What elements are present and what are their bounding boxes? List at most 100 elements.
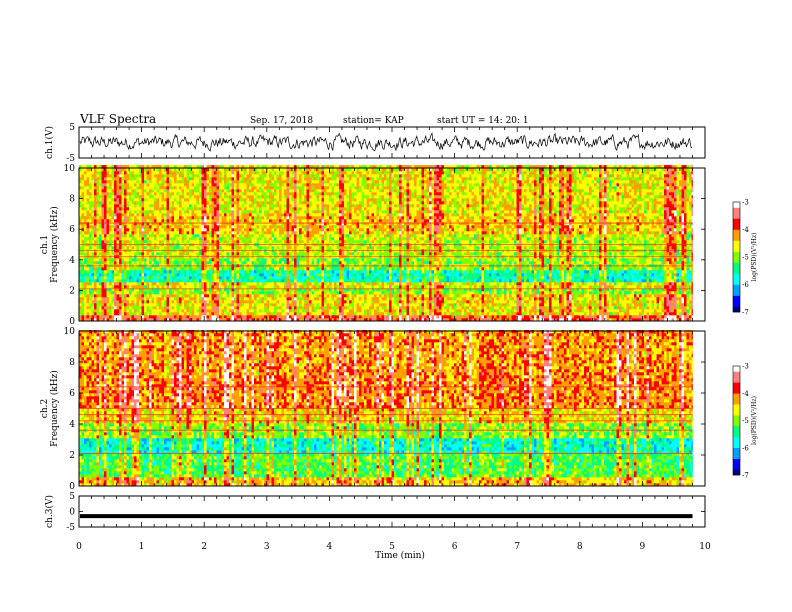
spectrogram-ch1-cell [82, 300, 85, 303]
spectrogram-ch1-cell [124, 258, 129, 261]
spectrogram-ch1-cell [504, 294, 507, 297]
spectrogram-ch1-cell [647, 279, 650, 282]
spectrogram-ch1-cell [127, 276, 130, 279]
spectrogram-ch1-cell [664, 312, 667, 315]
spectrogram-ch1-cell [257, 282, 260, 285]
spectrogram-ch1-cell [342, 309, 345, 312]
spectrogram-ch1-cell [232, 252, 235, 255]
spectrogram-ch1-cell [277, 246, 280, 249]
spectrogram-ch1-cell [202, 270, 207, 273]
spectrogram-ch1-cell [564, 285, 567, 288]
spectrogram-ch1-cell [287, 306, 290, 309]
spectrogram-ch1-cell [314, 252, 319, 255]
spectrogram-ch1-cell [112, 273, 115, 276]
spectrogram-ch1-cell [504, 291, 507, 294]
spectrogram-ch1-cell [442, 306, 445, 309]
spectrogram-ch1-cell [127, 279, 130, 282]
spectrogram-ch1-cell [299, 285, 304, 288]
spectrogram-ch1-cell [439, 258, 442, 261]
spectrogram-ch1-cell [447, 294, 450, 297]
spectrogram-ch1-cell [564, 291, 567, 294]
spectrogram-ch1-cell [517, 240, 520, 243]
spectrogram-ch1-cell [584, 282, 587, 285]
spectrogram-ch1-cell [234, 294, 237, 297]
spectrogram-ch1-cell [199, 294, 202, 297]
spectrogram-ch1-cell [424, 309, 429, 312]
spectrogram-ch1-cell [332, 315, 340, 318]
spectrogram-ch1-cell [584, 312, 587, 315]
spectrogram-ch1-cell [572, 309, 575, 312]
spectrogram-ch1-cell [517, 306, 520, 309]
spectrogram-ch1-cell [177, 300, 180, 303]
spectrogram-ch1-cell [229, 273, 232, 276]
spectrogram-ch1-cell [222, 309, 225, 312]
spectrogram-ch1-cell [117, 261, 120, 264]
spectrogram-ch1-cell [474, 312, 477, 315]
spectrogram-ch1-cell [592, 294, 595, 297]
spectrogram-ch1-cell [297, 258, 300, 261]
spectrogram-ch1-cell [567, 270, 575, 273]
spectrogram-ch1-cell [342, 240, 345, 243]
spectrogram-ch1-cell [642, 300, 647, 303]
spectrogram-ch1-cell [509, 261, 512, 264]
spectrogram-ch1-cell [412, 282, 420, 285]
spectrogram-ch1-cell [254, 309, 257, 312]
spectrogram-ch1-cell [304, 303, 307, 306]
spectrogram-ch1-cell [264, 273, 269, 276]
spectrogram-ch1-cell [672, 306, 675, 309]
spectrogram-ch1-cell [394, 282, 399, 285]
spectrogram-ch1-cell [114, 309, 119, 312]
spectrogram-ch1-cell [127, 315, 130, 318]
spectrogram-ch1-cell [402, 261, 405, 264]
spectrogram-ch1-cell [114, 306, 117, 309]
spectrogram-ch1-cell [564, 303, 567, 306]
spectrogram-ch1-cell [237, 279, 240, 282]
spectrogram-ch1-cell [392, 270, 397, 273]
spectrogram-ch1-cell [517, 291, 522, 294]
spectrogram-ch1-cell [322, 282, 325, 285]
spectrogram-ch1-cell [234, 303, 237, 306]
spectrogram-ch1-cell [97, 261, 102, 264]
spectrogram-ch1-cell [569, 258, 572, 261]
spectrogram-ch1-cell [489, 273, 492, 276]
spectrogram-ch1-cell [544, 261, 547, 264]
spectrogram-ch1-cell [79, 246, 84, 249]
spectrogram-ch1-cell [124, 276, 127, 279]
spectrogram-ch1-cell [219, 267, 222, 270]
spectrogram-ch1-cell [569, 279, 572, 282]
spectrogram-ch1-cell [672, 309, 675, 312]
spectrogram-ch1-cell [154, 306, 157, 309]
spectrogram-ch1-cell [102, 303, 105, 306]
spectrogram-ch1-cell [574, 276, 579, 279]
spectrogram-ch1-cell [214, 279, 219, 282]
spectrogram-ch1-cell [262, 300, 265, 303]
spectrogram-ch1-cell [569, 267, 572, 270]
spectrogram-ch1-cell [502, 294, 505, 297]
spectrogram-ch1-cell [84, 270, 87, 273]
spectrogram-ch1-cell [222, 261, 225, 264]
spectrogram-ch1-cell [167, 276, 170, 279]
spectrogram-ch1-cell [119, 258, 122, 261]
spectrogram-ch1-cell [329, 267, 332, 270]
spectrogram-ch1-cell [409, 285, 412, 288]
spectrogram-ch1-cell [242, 312, 247, 315]
spectrogram-ch1-cell [459, 273, 462, 276]
spectrogram-ch1-cell [534, 273, 537, 276]
spectrogram-ch1-cell [647, 306, 650, 309]
spectrogram-ch1-cell [497, 267, 507, 270]
spectrogram-ch1-cell [552, 294, 555, 297]
spectrogram-ch1-cell [344, 273, 347, 276]
spectrogram-ch1-cell [587, 312, 590, 315]
spectrogram-ch1-cell [202, 300, 207, 303]
spectrogram-ch1-cell [452, 270, 455, 273]
spectrogram-ch1-cell [689, 258, 692, 261]
spectrogram-ch1-cell [307, 315, 312, 318]
spectrogram-ch1-cell [387, 294, 390, 297]
spectrogram-ch1-cell [674, 267, 677, 270]
spectrogram-ch1-cell [629, 315, 632, 318]
spectrogram-ch1-cell [404, 315, 407, 318]
spectrogram-ch1-cell [439, 294, 442, 297]
spectrogram-ch1-cell [159, 312, 162, 315]
spectrogram-ch1-cell [294, 297, 297, 300]
spectrogram-ch1-cell [99, 300, 104, 303]
